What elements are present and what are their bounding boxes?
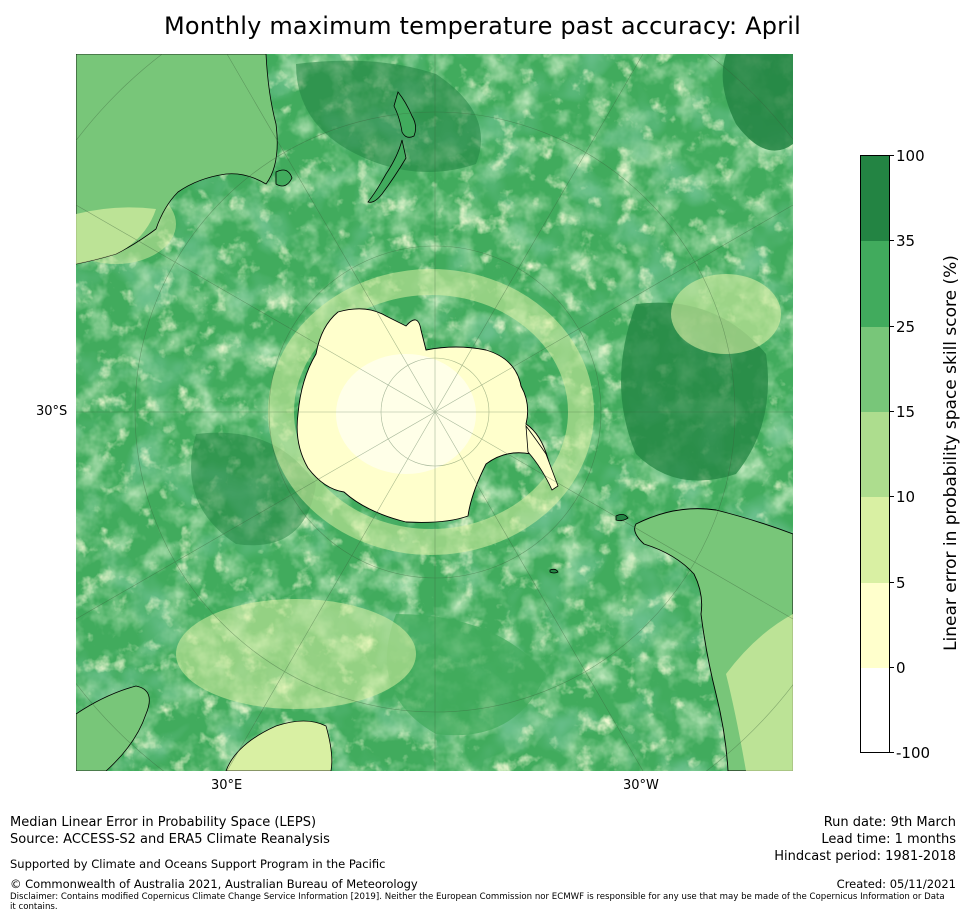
colorbar-title: Linear error in probability space skill …	[941, 255, 961, 651]
map-canvas	[76, 54, 793, 771]
colorbar-bin-25-35	[861, 241, 889, 327]
colorbar-tick-label: 25	[896, 318, 916, 336]
south-georgia	[549, 568, 559, 574]
colorbar-tick-label: -100	[896, 744, 931, 762]
skill-score-map	[76, 54, 793, 771]
colorbar-tick-label: 100	[896, 147, 925, 165]
colorbar-tick-mark	[889, 582, 894, 583]
australia-coast-light	[76, 207, 156, 264]
colorbar-bin-neg100-0	[861, 668, 889, 752]
dark-region-northeast	[722, 54, 793, 151]
footer-right: Run date: 9th March Lead time: 1 months …	[774, 814, 956, 865]
new-zealand-south-island	[367, 139, 407, 203]
tasmania	[275, 169, 293, 187]
footer-supported-by: Supported by Climate and Oceans Support …	[10, 857, 386, 871]
colorbar-bin-5-10	[861, 497, 889, 583]
colorbar-bin-10-15	[861, 412, 889, 497]
antarctic-peninsula	[525, 424, 559, 491]
footer-lead-time: Lead time: 1 months	[821, 832, 956, 847]
colorbar-tick-mark	[889, 326, 894, 327]
colorbar-bin-15-25	[861, 327, 889, 412]
footer-created-date: Created: 05/11/2021	[836, 877, 956, 891]
light-patch-southwest	[176, 599, 416, 709]
longitude-label-30e: 30°E	[211, 778, 243, 793]
footer-run-date: Run date: 9th March	[823, 815, 956, 830]
footer-copyright: © Commonwealth of Australia 2021, Austra…	[10, 877, 418, 891]
light-patch-east	[671, 274, 781, 354]
colorbar-tick-mark	[889, 496, 894, 497]
colorbar	[860, 155, 890, 753]
colorbar-bin-0-5	[861, 583, 889, 668]
colorbar-tick-mark	[889, 240, 894, 241]
africa-landmass	[76, 685, 150, 771]
footer-left: Median Linear Error in Probability Space…	[10, 814, 330, 848]
colorbar-tick-mark	[889, 752, 894, 753]
antarctica-interior	[336, 354, 476, 474]
dark-region-south	[387, 614, 546, 736]
colorbar-tick-mark	[889, 411, 894, 412]
antarctic-halo	[268, 269, 594, 555]
colorbar-tick-label: 5	[896, 574, 906, 592]
new-zealand-north-island	[393, 91, 416, 138]
dark-region-north	[296, 60, 481, 172]
footer-hindcast-period: Hindcast period: 1981-2018	[774, 849, 956, 864]
madagascar-region-landmass	[225, 720, 333, 771]
colorbar-tick-label: 0	[896, 659, 906, 677]
colorbar-tick-label: 15	[896, 403, 916, 421]
colorbar-tick-mark	[889, 667, 894, 668]
latitude-label-30s: 30°S	[36, 404, 68, 419]
colorbar-tick-label: 10	[896, 488, 916, 506]
footer-method: Median Linear Error in Probability Space…	[10, 815, 317, 830]
south-america-light-zone	[726, 614, 793, 771]
colorbar-tick-label: 35	[896, 232, 916, 250]
footer-disclaimer: Disclaimer: Contains modified Copernicus…	[10, 892, 945, 912]
colorbar-tick-mark	[889, 155, 894, 156]
longitude-label-30w: 30°W	[623, 778, 659, 793]
map-title: Monthly maximum temperature past accurac…	[164, 12, 801, 40]
graticule	[76, 54, 793, 771]
falkland-islands	[615, 514, 629, 522]
colorbar-bin-35-100	[861, 156, 889, 241]
footer-source: Source: ACCESS-S2 and ERA5 Climate Reana…	[10, 832, 330, 847]
